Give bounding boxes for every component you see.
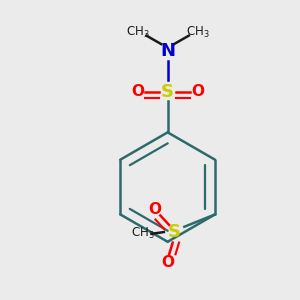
Text: S: S [161,83,174,101]
Text: O: O [148,202,161,217]
Text: CH$_3$: CH$_3$ [126,25,149,40]
Text: S: S [168,223,181,241]
Text: CH$_3$: CH$_3$ [186,25,209,40]
Text: CH$_3$: CH$_3$ [131,226,154,242]
Text: O: O [161,255,174,270]
Text: O: O [191,84,204,99]
Text: O: O [131,84,144,99]
Text: N: N [160,42,175,60]
